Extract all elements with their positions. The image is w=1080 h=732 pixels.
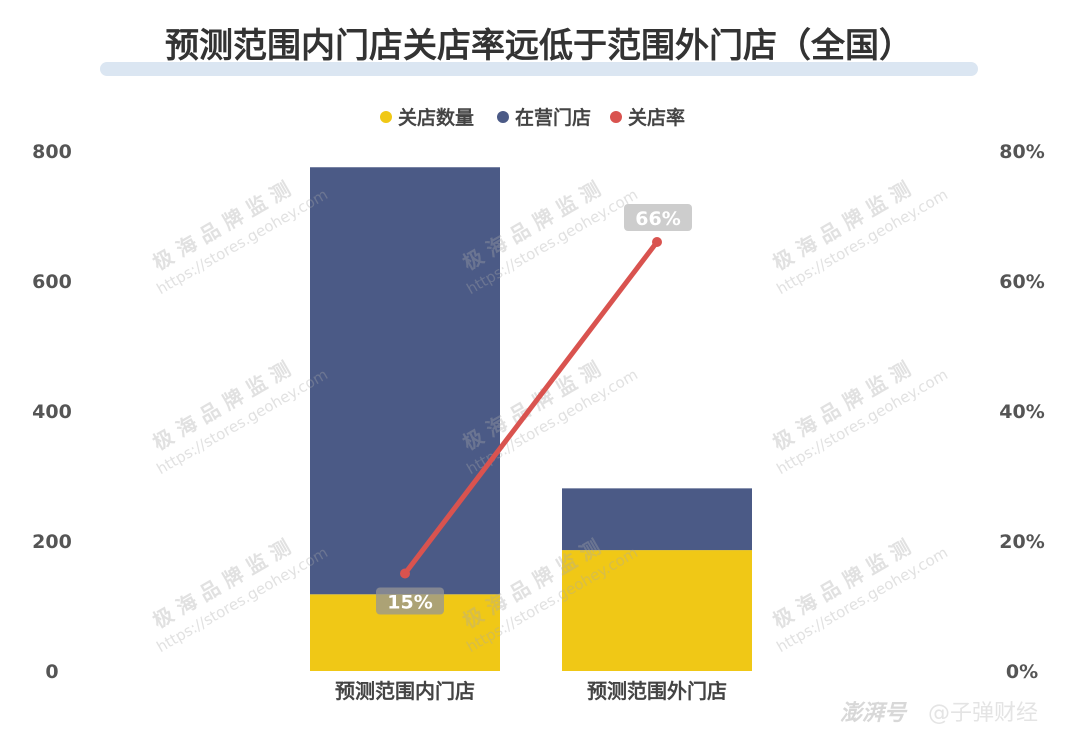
footer-logo: 澎湃号 — [840, 701, 908, 726]
line-layer: 15% 66% — [376, 204, 692, 615]
x-tick-label: 预测范围外门店 — [587, 679, 727, 703]
chart-title: 预测范围内门店关店率远低于范围外门店（全国） — [165, 26, 913, 66]
y-right-axis: 0% 20% 40% 60% 80% — [999, 141, 1044, 683]
legend-marker-open — [497, 111, 509, 123]
y-left-tick: 800 — [32, 141, 72, 163]
y-left-tick: 600 — [32, 271, 72, 293]
bar-closed-2 — [562, 550, 752, 671]
y-left-axis: 0 200 400 600 800 — [32, 141, 72, 683]
footer-source: @子弹财经 — [928, 701, 1038, 726]
y-right-tick: 0% — [1006, 661, 1038, 683]
y-right-tick: 40% — [999, 401, 1044, 423]
title-underline — [100, 62, 978, 76]
bar-open-2 — [562, 488, 752, 551]
y-right-tick: 80% — [999, 141, 1044, 163]
legend-label-open: 在营门店 — [515, 106, 591, 129]
rate-point — [652, 237, 662, 247]
legend-marker-closed — [380, 111, 392, 123]
legend-label-closed: 关店数量 — [398, 106, 474, 129]
y-left-tick: 0 — [45, 661, 58, 683]
rate-point — [400, 568, 410, 579]
y-left-tick: 200 — [32, 531, 72, 553]
y-left-tick: 400 — [32, 401, 72, 423]
x-tick-label: 预测范围内门店 — [335, 679, 475, 703]
bars-layer — [310, 167, 752, 671]
data-label: 15% — [387, 592, 432, 614]
data-label-box — [376, 587, 444, 615]
y-right-tick: 60% — [999, 271, 1044, 293]
legend: 关店数量 在营门店 关店率 — [380, 106, 685, 129]
y-right-tick: 20% — [999, 531, 1044, 553]
data-label: 66% — [635, 208, 680, 230]
bar-open-1 — [310, 167, 500, 595]
data-label-box — [624, 204, 692, 231]
legend-marker-rate — [610, 111, 622, 123]
legend-label-rate: 关店率 — [628, 106, 685, 129]
rate-line — [402, 239, 660, 576]
